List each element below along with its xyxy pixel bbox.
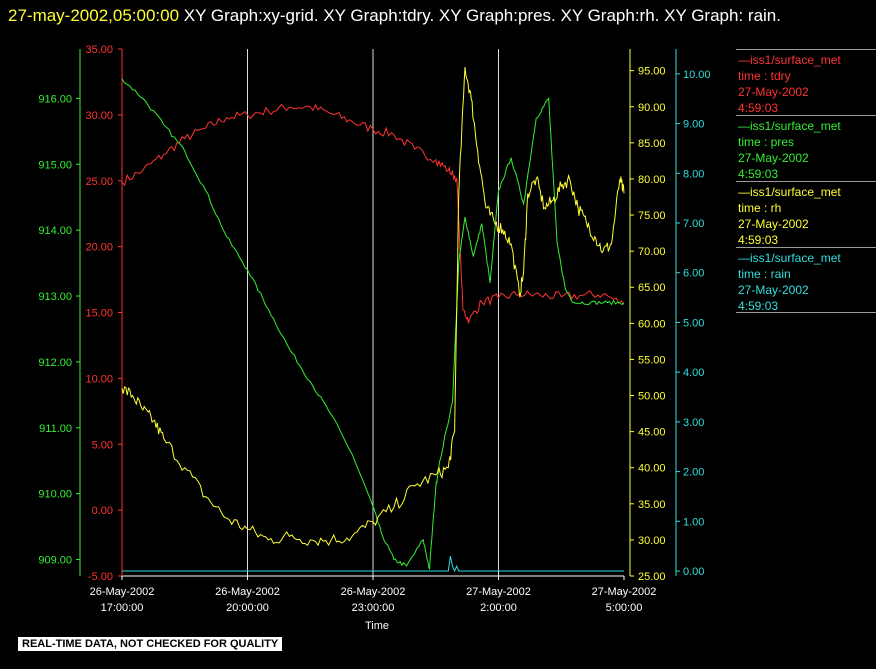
quality-disclaimer: REAL-TIME DATA, NOT CHECKED FOR QUALITY: [18, 637, 283, 651]
legend-date: 27-May-2002: [738, 151, 809, 165]
rh-tick-label: 60.00: [638, 318, 666, 330]
pres-tick-label: 913.00: [38, 291, 72, 303]
legend-name: iss1/surface_met: [738, 118, 876, 134]
x-tick-time: 17:00:00: [101, 602, 144, 614]
tdry-tick-label: 35.00: [85, 44, 113, 56]
rh-tick-label: 85.00: [638, 138, 666, 150]
tdry-tick-label: 5.00: [92, 439, 113, 451]
tdry-tick-label: 30.00: [85, 110, 113, 122]
rh-tick-label: 40.00: [638, 463, 666, 475]
x-tick-date: 26-May-2002: [90, 586, 155, 598]
x-tick-time: 23:00:00: [352, 602, 395, 614]
pres-tick-label: 912.00: [38, 357, 72, 369]
legend-var: time : pres: [738, 135, 795, 149]
pres-tick-label: 915.00: [38, 159, 72, 171]
rain-tick-label: 7.00: [683, 218, 704, 230]
x-tick-time: 5:00:00: [606, 602, 643, 614]
rain-series-line: [122, 555, 624, 573]
rain-tick-label: 10.00: [683, 69, 711, 81]
rh-tick-label: 30.00: [638, 535, 666, 547]
legend-date: 27-May-2002: [738, 283, 809, 297]
tdry-tick-label: 15.00: [85, 308, 113, 320]
rain-tick-label: 3.00: [683, 417, 704, 429]
rain-tick-label: 5.00: [683, 317, 704, 329]
rh-tick-label: 55.00: [638, 354, 666, 366]
pres-tick-label: 910.00: [38, 489, 72, 501]
legend-var: time : rh: [738, 201, 782, 215]
x-tick-time: 20:00:00: [226, 602, 269, 614]
x-tick-date: 27-May-2002: [466, 586, 531, 598]
legend-name: iss1/surface_met: [738, 250, 876, 266]
tdry-series-line: [121, 103, 625, 324]
legend-name: iss1/surface_met: [738, 184, 876, 200]
rh-tick-label: 50.00: [638, 391, 666, 403]
rain-tick-label: 2.00: [683, 467, 704, 479]
graph-title: 27-may-2002,05:00:00 XY Graph:xy-grid. X…: [8, 2, 868, 29]
pres-tick-label: 916.00: [38, 93, 72, 105]
rain-tick-label: 6.00: [683, 268, 704, 280]
x-tick-time: 2:00:00: [480, 602, 517, 614]
rain-tick-label: 0.00: [683, 566, 704, 578]
tdry-tick-label: -5.00: [88, 571, 113, 583]
x-axis-label: Time: [365, 620, 389, 632]
pres-series-line: [121, 78, 625, 570]
rh-tick-label: 90.00: [638, 102, 666, 114]
title-text: XY Graph:xy-grid. XY Graph:tdry. XY Grap…: [183, 6, 781, 25]
rh-tick-label: 80.00: [638, 174, 666, 186]
rh-tick-label: 35.00: [638, 499, 666, 511]
legend-time: 4:59:03: [738, 101, 779, 115]
rh-series-line: [121, 66, 625, 547]
tdry-tick-label: 10.00: [85, 373, 113, 385]
legend-var: time : rain: [738, 267, 791, 281]
legend-time: 4:59:03: [738, 167, 779, 181]
rh-tick-label: 45.00: [638, 427, 666, 439]
legend-time: 4:59:03: [738, 233, 779, 247]
legend-name: iss1/surface_met: [738, 52, 876, 68]
legend-date: 27-May-2002: [738, 85, 809, 99]
rain-tick-label: 9.00: [683, 119, 704, 131]
pres-tick-label: 909.00: [38, 555, 72, 567]
rh-tick-label: 95.00: [638, 66, 666, 78]
tdry-tick-label: 0.00: [92, 505, 113, 517]
tdry-tick-label: 20.00: [85, 242, 113, 254]
x-tick-date: 27-May-2002: [592, 586, 657, 598]
rain-tick-label: 8.00: [683, 168, 704, 180]
rh-tick-label: 65.00: [638, 282, 666, 294]
rh-tick-label: 25.00: [638, 571, 666, 583]
pres-tick-label: 911.00: [39, 423, 72, 435]
rh-tick-label: 70.00: [638, 246, 666, 258]
title-timestamp: 27-may-2002,05:00:00: [8, 6, 180, 25]
legend-date: 27-May-2002: [738, 217, 809, 231]
x-tick-date: 26-May-2002: [215, 586, 280, 598]
pres-tick-label: 914.00: [38, 225, 72, 237]
legend-time: 4:59:03: [738, 299, 779, 313]
rain-tick-label: 4.00: [683, 367, 704, 379]
tdry-tick-label: 25.00: [85, 176, 113, 188]
rh-tick-label: 75.00: [638, 210, 666, 222]
x-tick-date: 26-May-2002: [341, 586, 406, 598]
rain-tick-label: 1.00: [683, 516, 704, 528]
legend-var: time : tdry: [738, 69, 791, 83]
